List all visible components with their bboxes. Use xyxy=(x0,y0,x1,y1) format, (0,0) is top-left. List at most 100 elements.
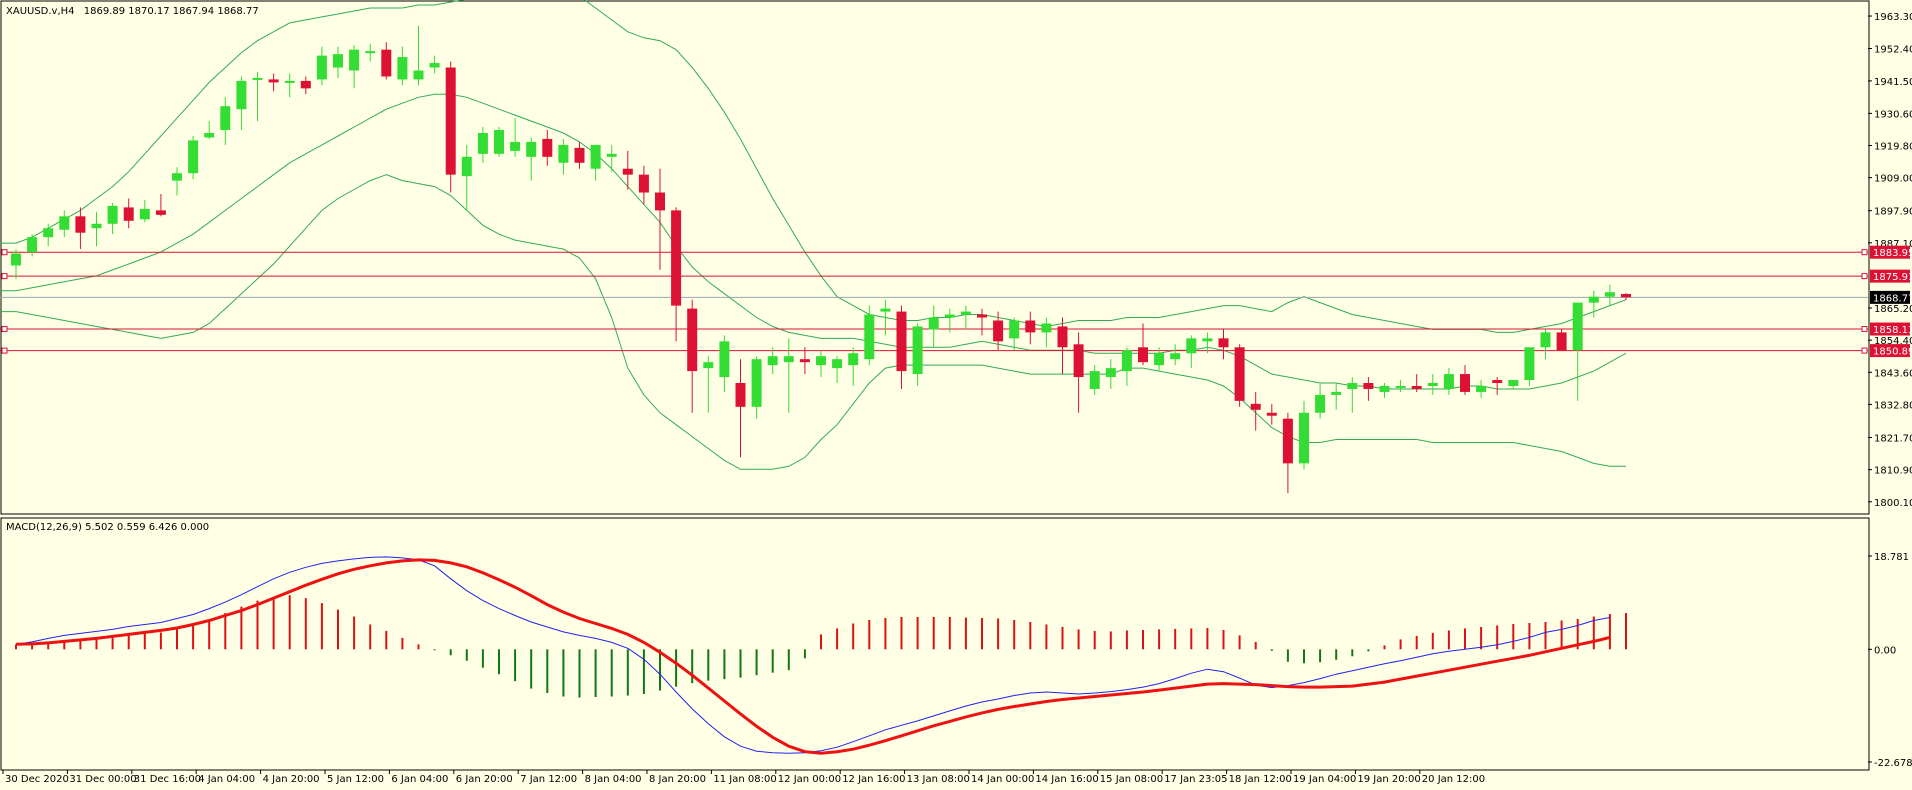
candle-body xyxy=(767,356,778,366)
level-price-tag[interactable]: 1858.13 xyxy=(1870,322,1912,337)
candle xyxy=(365,43,376,62)
candle-body xyxy=(1105,368,1116,378)
candle xyxy=(1186,335,1197,369)
candle xyxy=(1250,391,1261,431)
candle-body xyxy=(268,79,279,83)
time-tick-label: 30 Dec 2020 xyxy=(5,774,69,785)
candle-body xyxy=(574,147,585,163)
candle-body xyxy=(445,67,456,175)
level-handle-left[interactable] xyxy=(1,273,8,280)
candle-body xyxy=(1025,320,1036,333)
candle-body xyxy=(832,359,843,369)
candle-body xyxy=(1170,353,1181,360)
level-price-tag[interactable]: 1850.89 xyxy=(1870,344,1912,358)
candle-body xyxy=(816,356,826,366)
candle xyxy=(268,73,279,92)
current-price-tag[interactable]: 1868.77 xyxy=(1870,290,1912,305)
time-tick-label: 14 Jan 00:00 xyxy=(971,774,1034,785)
candle xyxy=(43,223,54,247)
candle xyxy=(220,97,231,145)
chart-ohlc: 1869.89 1870.17 1867.94 1868.77 xyxy=(84,6,259,17)
time-tick-label: 31 Dec 00:00 xyxy=(69,774,136,785)
candle xyxy=(912,323,923,386)
level-price-tag[interactable]: 1883.95 xyxy=(1870,245,1912,260)
horizontal-levels[interactable] xyxy=(0,249,1868,354)
candle xyxy=(1315,383,1326,419)
level-handle-right[interactable] xyxy=(1861,249,1868,256)
candle xyxy=(542,130,553,166)
candle xyxy=(1379,383,1390,398)
time-tick-label: 12 Jan 16:00 xyxy=(842,774,905,785)
price-tick-label: 1941.50 xyxy=(1874,77,1912,88)
candle xyxy=(783,338,794,413)
price-panel-frame xyxy=(0,0,1870,515)
candle xyxy=(880,299,891,336)
candle-body xyxy=(880,308,891,312)
candle-body xyxy=(1460,374,1470,392)
candle-body xyxy=(1009,320,1020,339)
chart-symbol: XAUUSD.v,H4 xyxy=(6,6,75,17)
candle xyxy=(526,137,537,181)
candle xyxy=(107,202,118,235)
candle-body xyxy=(59,216,70,230)
candle-body xyxy=(671,210,682,306)
candle xyxy=(349,45,360,89)
candle-body xyxy=(510,141,521,151)
time-tick-label: 15 Jan 08:00 xyxy=(1100,774,1163,785)
price-tick-label: 1854.40 xyxy=(1874,336,1912,347)
candle xyxy=(27,234,38,257)
candle-body xyxy=(300,80,311,89)
level-handle-left[interactable] xyxy=(1,249,8,256)
level-price-tag-bg xyxy=(1870,322,1910,336)
candle xyxy=(799,347,810,375)
candle-body xyxy=(1154,353,1165,366)
price-axis[interactable]: 1963.30 1952.40 1941.50 1930.60 1919.80 1909.… xyxy=(1868,12,1912,509)
candle-body xyxy=(1411,385,1422,389)
macd-panel[interactable]: MACD(12,26,9) 5.502 0.559 6.426 0.000 xyxy=(0,517,1870,771)
candle xyxy=(1411,374,1422,392)
price-panel[interactable]: XAUUSD.v,H4 1869.89 1870.17 1867.94 1868… xyxy=(0,0,1870,515)
macd-tick-label: -22.678 xyxy=(1874,758,1912,769)
level-handle-left[interactable] xyxy=(1,326,8,333)
price-tick-label: 1897.90 xyxy=(1874,207,1912,218)
candle xyxy=(1234,344,1245,407)
candle-body xyxy=(11,253,21,266)
candle xyxy=(1621,293,1631,300)
level-handle-right[interactable] xyxy=(1861,326,1868,333)
price-tick-label: 1810.90 xyxy=(1874,466,1912,477)
candle-body xyxy=(542,138,553,157)
time-tick-label: 6 Jan 04:00 xyxy=(391,774,448,785)
level-handle-left[interactable] xyxy=(1,347,8,354)
candle-body xyxy=(655,192,665,211)
candle xyxy=(638,165,649,205)
current-price-tag-text: 1868.77 xyxy=(1873,293,1912,304)
candle xyxy=(429,55,440,74)
candle xyxy=(1218,329,1229,360)
candle xyxy=(91,211,102,247)
candle xyxy=(1266,403,1277,425)
time-tick-label: 20 Jan 12:00 xyxy=(1422,774,1485,785)
candle-body xyxy=(381,49,392,77)
candle xyxy=(1363,377,1374,401)
candle-body xyxy=(1379,385,1390,392)
candle-body xyxy=(413,70,424,80)
candle-body xyxy=(1266,412,1277,416)
candle-body xyxy=(1427,383,1438,386)
candle xyxy=(735,359,746,458)
candle-body xyxy=(155,210,166,215)
price-tick-label: 1909.00 xyxy=(1874,174,1912,185)
level-handle-right[interactable] xyxy=(1861,273,1868,280)
candle xyxy=(606,144,617,172)
candle-body xyxy=(526,141,537,157)
candle-body xyxy=(43,228,54,238)
candle xyxy=(11,249,21,279)
candle-body xyxy=(188,140,199,174)
candle-body xyxy=(1508,380,1519,386)
candle-body xyxy=(864,314,875,360)
time-tick-label: 31 Dec 16:00 xyxy=(134,774,201,785)
level-price-tag[interactable]: 1875.91 xyxy=(1870,269,1912,284)
level-handle-right[interactable] xyxy=(1861,347,1868,354)
